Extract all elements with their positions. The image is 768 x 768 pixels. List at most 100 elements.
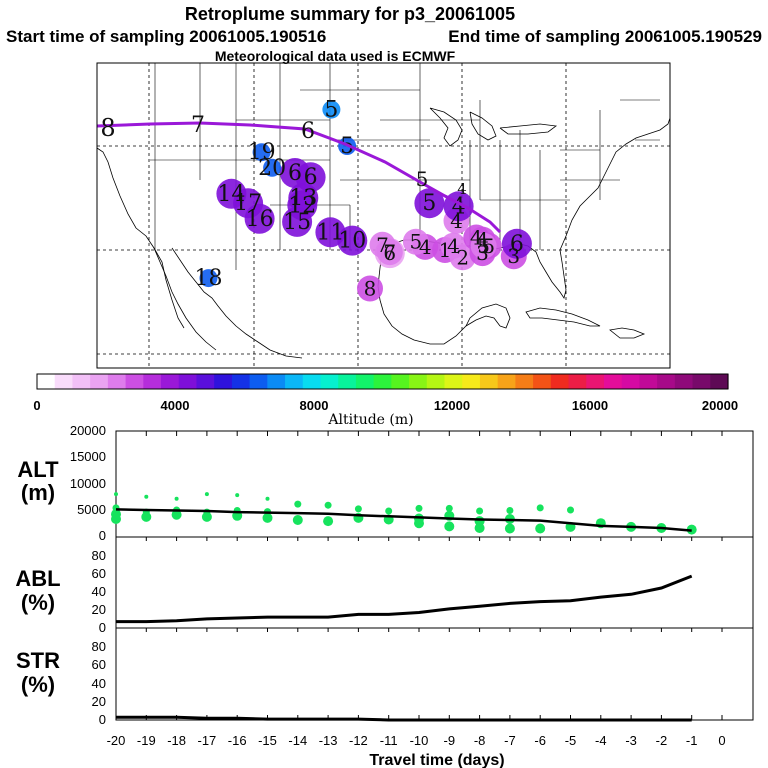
colorbar-tick-20000: 20000 [702, 398, 738, 413]
str-frame [115, 627, 754, 721]
x-tick-label: -6 [534, 733, 546, 748]
x-tick-label: -15 [258, 733, 277, 748]
colorbar-cell [90, 374, 109, 389]
x-tick-label: -5 [565, 733, 577, 748]
alt-particle-point [476, 507, 484, 515]
alt-particle-point [324, 501, 332, 509]
trajectory-line [96, 121, 502, 234]
marker-day-label: 7 [376, 233, 389, 257]
marker-day-label: 8 [364, 277, 377, 301]
colorbar-cell [285, 374, 304, 389]
colorbar-cells [37, 374, 729, 389]
marker-day-label: 12 [288, 193, 316, 218]
colorbar-cell [550, 374, 570, 389]
colorbar-cell [267, 374, 286, 389]
plume-marker [376, 239, 403, 266]
marker-day-label: 11 [316, 220, 344, 245]
abl-line [116, 574, 693, 624]
marker-day-label: 5 [477, 234, 490, 258]
alt-particle-point [415, 504, 423, 512]
colorbar-cell [603, 374, 623, 389]
marker-day-label: 5 [422, 191, 436, 216]
altitude-colorbar: 0 4000 8000 12000 16000 20000 Altitude (… [33, 373, 738, 428]
colorbar-cell [54, 374, 74, 389]
abl-frame [115, 536, 754, 629]
colorbar-tick-0: 0 [33, 398, 40, 413]
hispaniola [609, 327, 646, 339]
marker-day-label: 19 [248, 140, 276, 165]
colorbar-tick-16000: 16000 [572, 398, 608, 413]
colorbar-cell [515, 374, 534, 389]
marker-day-label: 6 [304, 165, 318, 190]
str-unit: (%) [21, 672, 55, 697]
colorbar-cell [37, 374, 56, 389]
marker-day-label: 10 [338, 229, 366, 254]
alt-particle-point [111, 514, 121, 524]
start-time-label: Start time of sampling 20061005.190516 [6, 27, 326, 46]
colorbar-cell [533, 374, 552, 389]
colorbar-cell [710, 374, 729, 389]
map-frame [96, 62, 671, 369]
colorbar-cell [444, 374, 463, 389]
track-label-6: 6 [301, 119, 315, 144]
x-tick-label: -19 [137, 733, 156, 748]
colorbar-cell [426, 374, 446, 389]
track-label-8: 8 [100, 114, 115, 142]
marker-day-label: 6 [383, 241, 396, 265]
colorbar-cell [231, 374, 251, 389]
x-tick-label: -1 [686, 733, 698, 748]
series-layer [111, 492, 697, 722]
str-ytick-60: 60 [92, 657, 106, 672]
alt-particle-point [323, 516, 334, 527]
x-tick-label: -3 [625, 733, 637, 748]
alt-particle-point [535, 523, 546, 534]
abl-ytick-0: 0 [99, 620, 106, 635]
plume-marker [414, 188, 445, 219]
alt-particle-point [506, 507, 514, 514]
plume-marker [470, 232, 497, 259]
plume-marker [501, 228, 532, 259]
marker-day-label: 16 [246, 207, 274, 232]
alt-ytick-0: 0 [99, 528, 106, 543]
marker-day-label: 2 [456, 245, 469, 269]
track-label-4: 4 [457, 180, 467, 198]
alt-particle-point [235, 493, 240, 498]
marker-day-label: 3 [476, 241, 489, 265]
alt-ytick-15000: 15000 [70, 449, 106, 464]
colorbar-cell [479, 374, 499, 389]
x-axis-ticks: -20 -19 -18 -17 -16 -15 -14 -13 -12 -11 -10 -9 -8 -7-… [107, 431, 726, 748]
marker-day-label: 6 [288, 161, 302, 186]
str-line [116, 715, 692, 722]
colorbar-cell [657, 374, 676, 389]
marker-day-label: 18 [195, 266, 223, 291]
alt-particle-point [536, 504, 544, 512]
alt-particle-point [171, 509, 182, 520]
abl-unit: (%) [21, 590, 55, 615]
x-tick-label: -9 [444, 733, 456, 748]
alt-particle-point [265, 496, 270, 501]
colorbar-frame [36, 373, 729, 390]
str-ytick-40: 40 [92, 676, 106, 691]
colorbar-tick-4000: 4000 [161, 398, 190, 413]
marker-day-label: 5 [482, 234, 495, 258]
x-tick-label: -17 [198, 733, 217, 748]
marker-day-label: 5 [324, 98, 338, 123]
plume-marker [288, 183, 319, 213]
colorbar-cell [143, 374, 162, 389]
track-label-5: 5 [416, 167, 429, 191]
marker-day-label: 4 [450, 209, 463, 233]
marker-day-label: 4 [470, 226, 483, 250]
plume-marker [252, 143, 271, 162]
x-tick-label: -20 [107, 733, 126, 748]
marker-day-label: 20 [258, 156, 286, 181]
figure-title: Retroplume summary for p3_20061005 [185, 4, 515, 24]
marker-day-label: 1 [439, 238, 452, 262]
colorbar-cell [355, 374, 375, 389]
alt-frame [115, 430, 754, 538]
str-ytick-20: 20 [92, 694, 106, 709]
marker-day-label: 4 [476, 228, 489, 252]
alt-panel: 0 5000 10000 15000 20000 [70, 423, 754, 543]
x-tick-label: -4 [595, 733, 607, 748]
str-panel: 0 20 40 60 80 [92, 627, 754, 727]
